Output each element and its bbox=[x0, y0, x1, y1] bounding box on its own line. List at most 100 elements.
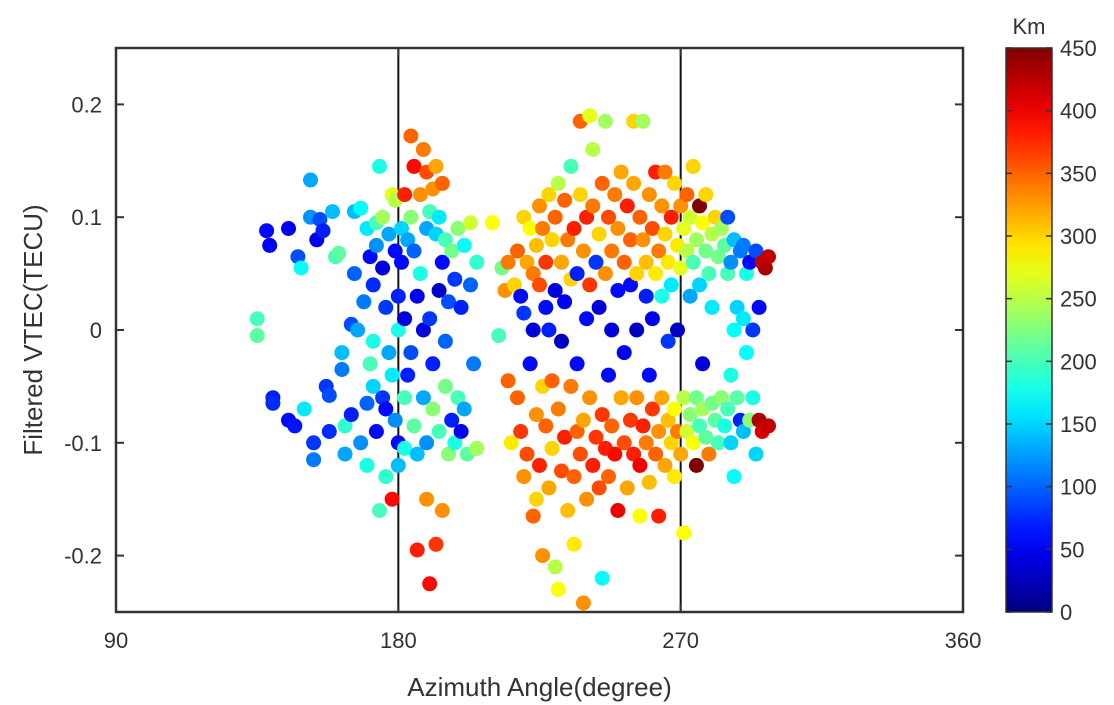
data-point bbox=[390, 288, 406, 304]
data-point bbox=[525, 508, 541, 524]
data-point bbox=[362, 249, 378, 265]
data-point bbox=[544, 373, 560, 389]
data-point bbox=[579, 209, 595, 225]
x-axis: 90 180 270 360 bbox=[104, 48, 981, 653]
data-point bbox=[594, 175, 610, 191]
data-point bbox=[437, 378, 453, 394]
data-point bbox=[569, 266, 585, 282]
data-point bbox=[437, 232, 453, 248]
data-point bbox=[397, 311, 413, 327]
data-point bbox=[688, 457, 704, 473]
data-point bbox=[547, 559, 563, 575]
data-point bbox=[597, 266, 613, 282]
data-point bbox=[739, 266, 754, 282]
data-point bbox=[726, 322, 742, 338]
data-point bbox=[431, 424, 447, 439]
data-point bbox=[582, 108, 598, 124]
data-point bbox=[384, 491, 400, 507]
data-point bbox=[632, 508, 648, 524]
data-point bbox=[469, 440, 485, 456]
data-point bbox=[406, 243, 422, 259]
y-tick-label: -0.2 bbox=[64, 544, 102, 569]
data-point bbox=[560, 232, 576, 248]
data-point bbox=[707, 209, 723, 225]
data-point bbox=[654, 288, 670, 304]
data-point bbox=[701, 266, 717, 282]
data-point bbox=[745, 390, 761, 406]
data-point bbox=[513, 288, 529, 304]
data-point bbox=[356, 294, 372, 310]
data-point bbox=[510, 243, 525, 259]
x-tick-label: 180 bbox=[380, 628, 417, 653]
data-point bbox=[695, 356, 711, 372]
data-point bbox=[550, 581, 566, 597]
data-point bbox=[704, 299, 720, 315]
data-point bbox=[400, 367, 416, 383]
data-point bbox=[484, 215, 500, 231]
data-point bbox=[463, 215, 478, 231]
data-point bbox=[528, 237, 544, 253]
data-point bbox=[419, 491, 435, 507]
data-point bbox=[610, 503, 626, 518]
data-point bbox=[259, 223, 275, 239]
data-point bbox=[532, 198, 547, 214]
data-point bbox=[321, 387, 337, 403]
data-point bbox=[519, 254, 535, 270]
data-point bbox=[550, 401, 566, 417]
data-point bbox=[651, 508, 667, 524]
data-point bbox=[641, 474, 657, 490]
data-point bbox=[453, 424, 469, 439]
data-point bbox=[666, 175, 682, 191]
data-point bbox=[641, 367, 657, 383]
data-point bbox=[563, 378, 579, 394]
data-point bbox=[281, 221, 296, 236]
data-point bbox=[456, 401, 472, 417]
data-point bbox=[713, 221, 729, 236]
data-point bbox=[390, 322, 406, 338]
data-point bbox=[397, 390, 413, 406]
data-point bbox=[623, 232, 638, 248]
data-point bbox=[635, 113, 651, 129]
data-point bbox=[544, 440, 560, 456]
data-point bbox=[563, 158, 579, 174]
data-point bbox=[554, 463, 569, 479]
data-point bbox=[660, 333, 676, 349]
data-point bbox=[450, 221, 466, 236]
data-point bbox=[447, 435, 463, 451]
data-point bbox=[381, 226, 397, 242]
data-point bbox=[720, 401, 736, 417]
data-point bbox=[516, 305, 532, 321]
data-point bbox=[343, 407, 359, 423]
data-point bbox=[582, 277, 598, 293]
data-point bbox=[390, 457, 406, 473]
data-point bbox=[353, 200, 369, 216]
colorbar-tick-label: 150 bbox=[1060, 412, 1097, 437]
data-point bbox=[365, 378, 381, 394]
data-point bbox=[739, 345, 754, 361]
data-point bbox=[368, 237, 384, 253]
data-point bbox=[644, 401, 660, 417]
data-point bbox=[654, 198, 670, 214]
data-point bbox=[695, 215, 711, 231]
data-point bbox=[434, 503, 450, 518]
data-point bbox=[554, 333, 569, 349]
data-point bbox=[748, 446, 764, 462]
data-point bbox=[720, 266, 736, 282]
data-point bbox=[701, 446, 717, 462]
data-point bbox=[660, 254, 676, 270]
data-point bbox=[575, 412, 591, 428]
data-point bbox=[751, 299, 767, 315]
data-point bbox=[403, 345, 419, 361]
data-point bbox=[262, 237, 278, 253]
data-point bbox=[359, 395, 375, 411]
data-point bbox=[547, 209, 563, 225]
colorbar-tick-label: 100 bbox=[1060, 475, 1097, 500]
data-point bbox=[757, 260, 773, 276]
data-point bbox=[597, 113, 613, 129]
data-point bbox=[441, 446, 456, 462]
data-point bbox=[679, 243, 695, 259]
data-point bbox=[623, 277, 638, 293]
data-point bbox=[657, 164, 673, 180]
data-point bbox=[431, 283, 447, 298]
